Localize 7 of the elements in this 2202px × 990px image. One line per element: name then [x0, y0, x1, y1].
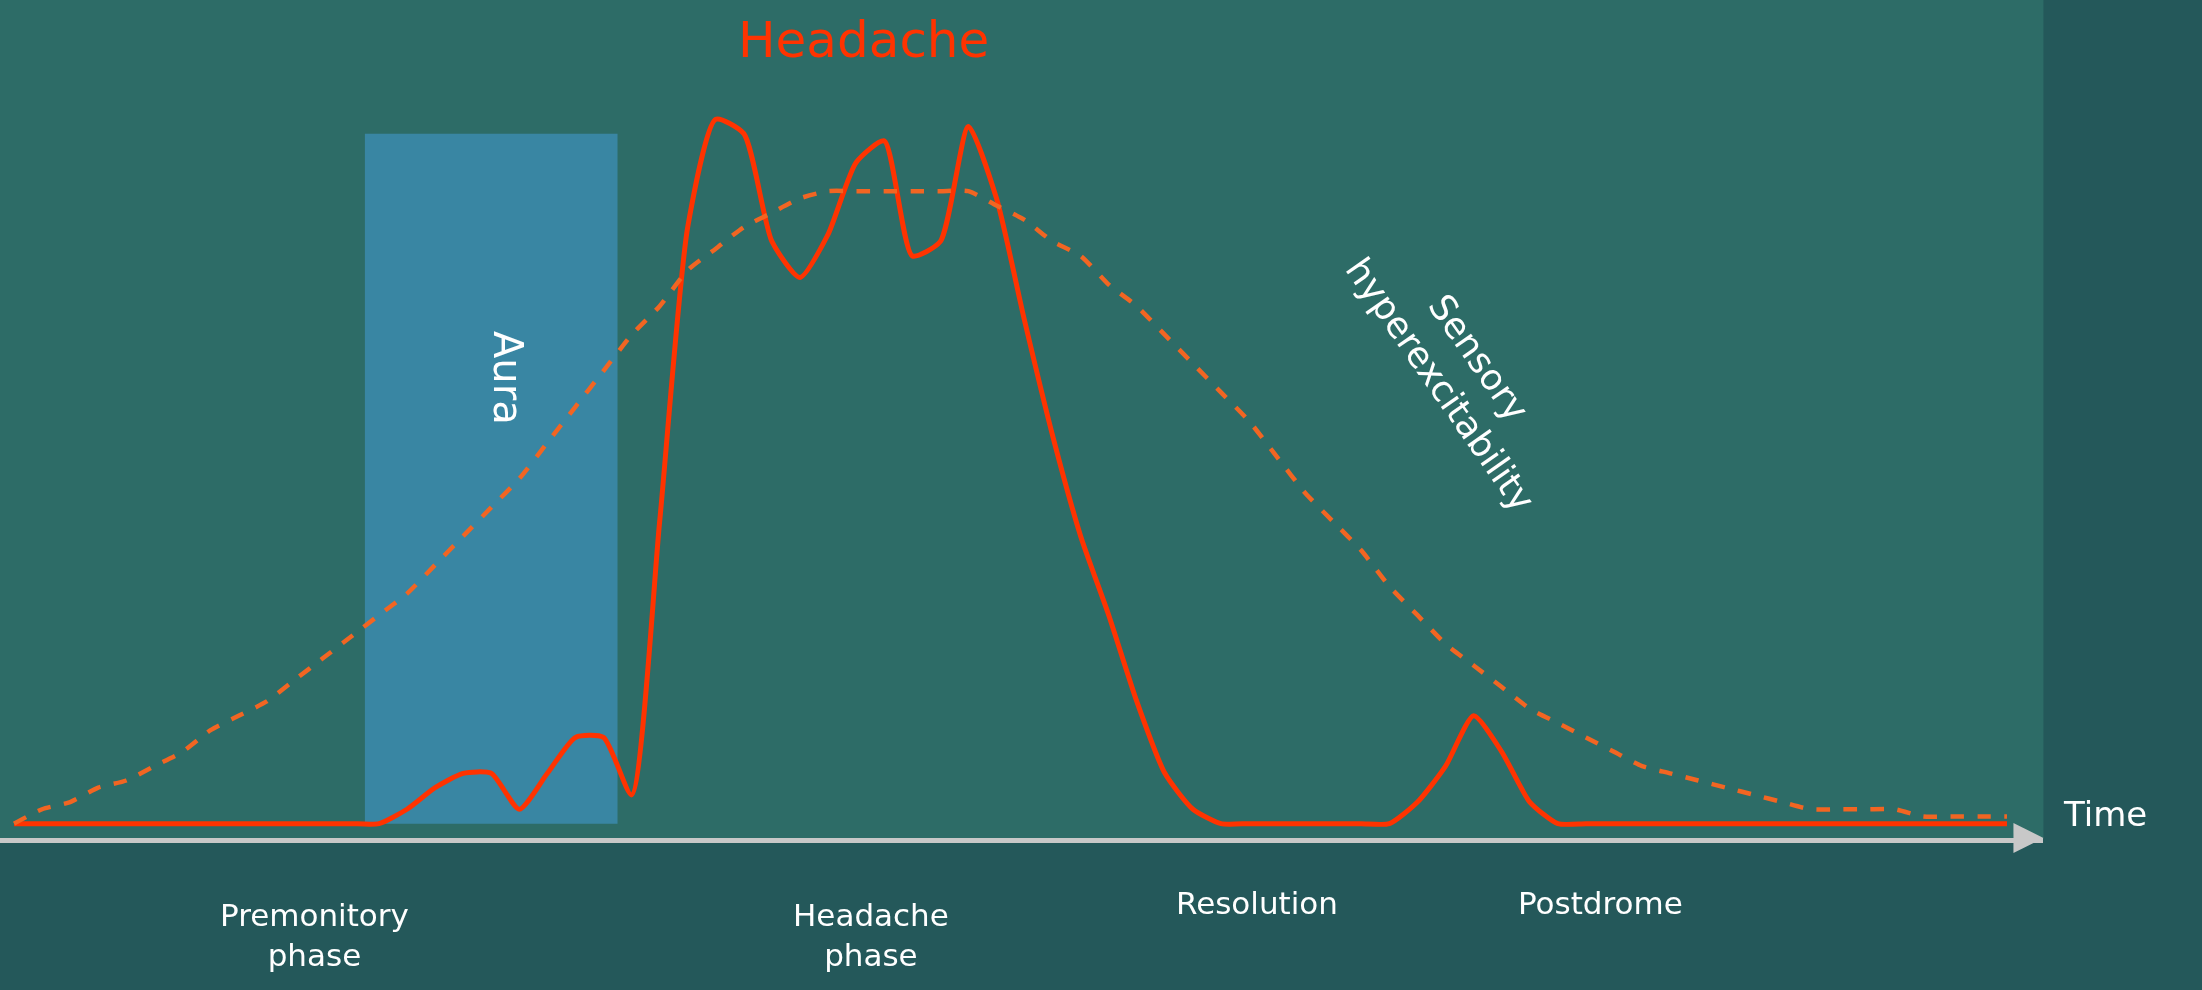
text: Postdrome [1518, 885, 1683, 921]
text: Headache phase [793, 897, 949, 974]
x-axis-title: Time [2063, 794, 2148, 834]
text: Resolution [1176, 885, 1338, 921]
annotation: Aura [485, 330, 532, 425]
series-label: Headache [738, 11, 990, 69]
text: Premonitory phase [220, 897, 409, 974]
